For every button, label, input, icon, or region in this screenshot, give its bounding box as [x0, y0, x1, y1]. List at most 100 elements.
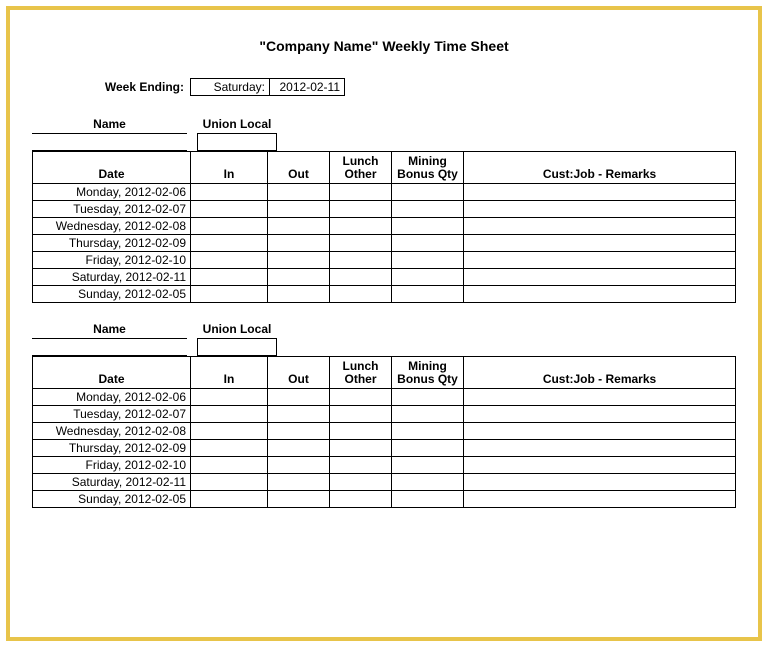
cell-out[interactable]	[268, 440, 330, 457]
table-row: Sunday, 2012-02-05	[33, 286, 736, 303]
cell-in[interactable]	[191, 235, 268, 252]
cell-remarks[interactable]	[464, 269, 736, 286]
cell-date: Saturday, 2012-02-11	[33, 269, 191, 286]
cell-out[interactable]	[268, 184, 330, 201]
table-row: Saturday, 2012-02-11	[33, 269, 736, 286]
cell-lunch[interactable]	[330, 423, 392, 440]
cell-out[interactable]	[268, 423, 330, 440]
cell-bonus[interactable]	[392, 406, 464, 423]
cell-out[interactable]	[268, 286, 330, 303]
cell-lunch[interactable]	[330, 218, 392, 235]
header-out: Out	[268, 357, 330, 389]
header-lunch: Lunch Other	[330, 357, 392, 389]
cell-remarks[interactable]	[464, 423, 736, 440]
week-ending-day: Saturday:	[190, 78, 270, 96]
cell-in[interactable]	[191, 269, 268, 286]
cell-lunch[interactable]	[330, 269, 392, 286]
name-label: Name	[32, 116, 187, 134]
cell-bonus[interactable]	[392, 457, 464, 474]
cell-in[interactable]	[191, 474, 268, 491]
cell-remarks[interactable]	[464, 440, 736, 457]
table-row: Wednesday, 2012-02-08	[33, 218, 736, 235]
cell-bonus[interactable]	[392, 474, 464, 491]
table-row: Monday, 2012-02-06	[33, 184, 736, 201]
cell-in[interactable]	[191, 440, 268, 457]
table-row: Tuesday, 2012-02-07	[33, 201, 736, 218]
cell-out[interactable]	[268, 474, 330, 491]
cell-remarks[interactable]	[464, 389, 736, 406]
cell-in[interactable]	[191, 389, 268, 406]
cell-in[interactable]	[191, 252, 268, 269]
cell-out[interactable]	[268, 406, 330, 423]
table-row: Sunday, 2012-02-05	[33, 491, 736, 508]
cell-remarks[interactable]	[464, 286, 736, 303]
header-bonus: Mining Bonus Qty	[392, 357, 464, 389]
name-input[interactable]	[32, 134, 187, 151]
header-date: Date	[33, 357, 191, 389]
table-row: Monday, 2012-02-06	[33, 389, 736, 406]
cell-remarks[interactable]	[464, 406, 736, 423]
cell-out[interactable]	[268, 218, 330, 235]
cell-remarks[interactable]	[464, 474, 736, 491]
table-row: Wednesday, 2012-02-08	[33, 423, 736, 440]
union-local-label: Union Local	[197, 321, 277, 339]
cell-bonus[interactable]	[392, 252, 464, 269]
cell-lunch[interactable]	[330, 474, 392, 491]
name-input[interactable]	[32, 339, 187, 356]
table-row: Saturday, 2012-02-11	[33, 474, 736, 491]
cell-lunch[interactable]	[330, 491, 392, 508]
cell-bonus[interactable]	[392, 218, 464, 235]
cell-bonus[interactable]	[392, 423, 464, 440]
cell-date: Tuesday, 2012-02-07	[33, 201, 191, 218]
cell-out[interactable]	[268, 491, 330, 508]
cell-in[interactable]	[191, 201, 268, 218]
cell-in[interactable]	[191, 457, 268, 474]
cell-bonus[interactable]	[392, 235, 464, 252]
cell-remarks[interactable]	[464, 184, 736, 201]
cell-date: Tuesday, 2012-02-07	[33, 406, 191, 423]
cell-lunch[interactable]	[330, 201, 392, 218]
cell-lunch[interactable]	[330, 406, 392, 423]
cell-bonus[interactable]	[392, 389, 464, 406]
cell-in[interactable]	[191, 286, 268, 303]
cell-in[interactable]	[191, 406, 268, 423]
cell-remarks[interactable]	[464, 457, 736, 474]
cell-in[interactable]	[191, 423, 268, 440]
cell-lunch[interactable]	[330, 440, 392, 457]
cell-date: Friday, 2012-02-10	[33, 457, 191, 474]
cell-bonus[interactable]	[392, 201, 464, 218]
cell-lunch[interactable]	[330, 235, 392, 252]
cell-bonus[interactable]	[392, 269, 464, 286]
cell-in[interactable]	[191, 491, 268, 508]
cell-lunch[interactable]	[330, 389, 392, 406]
cell-lunch[interactable]	[330, 286, 392, 303]
timesheet-block-1: Name Union Local Date In Out Lunch Other…	[32, 116, 736, 303]
cell-in[interactable]	[191, 218, 268, 235]
table-row: Thursday, 2012-02-09	[33, 440, 736, 457]
cell-lunch[interactable]	[330, 252, 392, 269]
cell-bonus[interactable]	[392, 440, 464, 457]
cell-out[interactable]	[268, 201, 330, 218]
cell-out[interactable]	[268, 389, 330, 406]
union-local-input[interactable]	[197, 134, 277, 151]
cell-out[interactable]	[268, 269, 330, 286]
cell-remarks[interactable]	[464, 252, 736, 269]
union-local-input[interactable]	[197, 339, 277, 356]
cell-date: Wednesday, 2012-02-08	[33, 218, 191, 235]
cell-remarks[interactable]	[464, 218, 736, 235]
cell-lunch[interactable]	[330, 184, 392, 201]
cell-out[interactable]	[268, 235, 330, 252]
cell-out[interactable]	[268, 457, 330, 474]
name-label: Name	[32, 321, 187, 339]
cell-in[interactable]	[191, 184, 268, 201]
cell-remarks[interactable]	[464, 491, 736, 508]
cell-date: Friday, 2012-02-10	[33, 252, 191, 269]
cell-remarks[interactable]	[464, 235, 736, 252]
cell-out[interactable]	[268, 252, 330, 269]
cell-lunch[interactable]	[330, 457, 392, 474]
cell-remarks[interactable]	[464, 201, 736, 218]
cell-bonus[interactable]	[392, 184, 464, 201]
timesheet-table-1: Date In Out Lunch Other Mining Bonus Qty…	[32, 151, 736, 303]
cell-bonus[interactable]	[392, 286, 464, 303]
cell-bonus[interactable]	[392, 491, 464, 508]
